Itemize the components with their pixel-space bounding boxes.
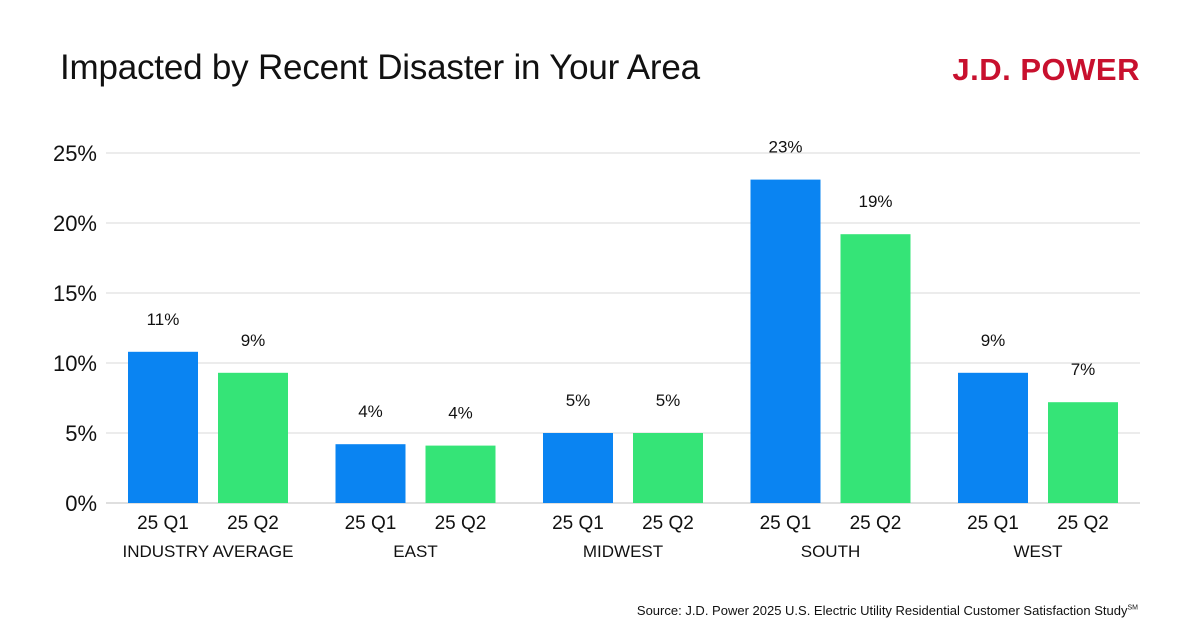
data-label: 9%: [981, 331, 1006, 350]
bar: [840, 234, 911, 503]
x-tick-label: 25 Q2: [227, 513, 279, 534]
y-tick-label: 10%: [53, 351, 97, 376]
y-axis-ticks: 0% 5% 10% 15% 20% 25%: [53, 141, 97, 516]
group-label: EAST: [393, 542, 437, 561]
source-note: Source: J.D. Power 2025 U.S. Electric Ut…: [637, 603, 1138, 618]
group-label: INDUSTRY AVERAGE: [123, 542, 294, 561]
brand-logo: J.D. POWER: [952, 52, 1140, 87]
chart-title: Impacted by Recent Disaster in Your Area: [60, 48, 700, 87]
x-tick-label: 25 Q1: [552, 513, 604, 534]
data-label: 4%: [358, 402, 383, 421]
data-label: 5%: [656, 391, 681, 410]
x-tick-label: 25 Q2: [1057, 513, 1109, 534]
bar: [128, 351, 198, 503]
bar: [218, 372, 288, 503]
data-label: 23%: [768, 138, 802, 157]
bar: [750, 179, 821, 503]
data-labels: 11% 9% 4% 4% 5% 5% 23% 19% 9% 7%: [147, 138, 1096, 423]
y-tick-label: 25%: [53, 141, 97, 166]
y-tick-label: 15%: [53, 281, 97, 306]
group-label: SOUTH: [801, 542, 861, 561]
y-tick-label: 5%: [65, 421, 97, 446]
data-label: 7%: [1071, 360, 1096, 379]
x-tick-label: 25 Q2: [435, 513, 487, 534]
data-label: 4%: [448, 404, 473, 423]
group-label: MIDWEST: [583, 542, 663, 561]
bars: [128, 179, 1118, 503]
data-label: 9%: [241, 331, 266, 350]
group-label: WEST: [1013, 542, 1062, 561]
bar: [425, 445, 496, 503]
bar-chart: 0% 5% 10% 15% 20% 25% 11% 9% 4% 4% 5% 5% 23% 19% 9% 7%…: [53, 138, 1140, 561]
service-mark: SM: [1127, 604, 1139, 612]
data-label: 19%: [858, 192, 892, 211]
source-text: Source: J.D. Power 2025 U.S. Electric Ut…: [636, 603, 1128, 618]
x-tick-label: 25 Q1: [967, 513, 1019, 534]
x-tick-label: 25 Q2: [642, 513, 694, 534]
x-tick-label: 25 Q2: [850, 513, 902, 534]
x-tick-label: 25 Q1: [137, 513, 189, 534]
y-tick-label: 0%: [65, 491, 97, 516]
bar: [543, 433, 613, 503]
bar: [958, 372, 1028, 503]
x-tick-label: 25 Q1: [345, 513, 397, 534]
data-label: 11%: [147, 310, 180, 329]
y-tick-label: 20%: [53, 211, 97, 236]
x-tick-label: 25 Q1: [760, 513, 812, 534]
bar: [633, 433, 703, 503]
bar: [1048, 402, 1118, 503]
x-axis-ticks: 25 Q1 25 Q2 INDUSTRY AVERAGE 25 Q1 25 Q2 EAST…: [123, 513, 1109, 561]
data-label: 5%: [566, 391, 591, 410]
bar: [335, 444, 406, 503]
